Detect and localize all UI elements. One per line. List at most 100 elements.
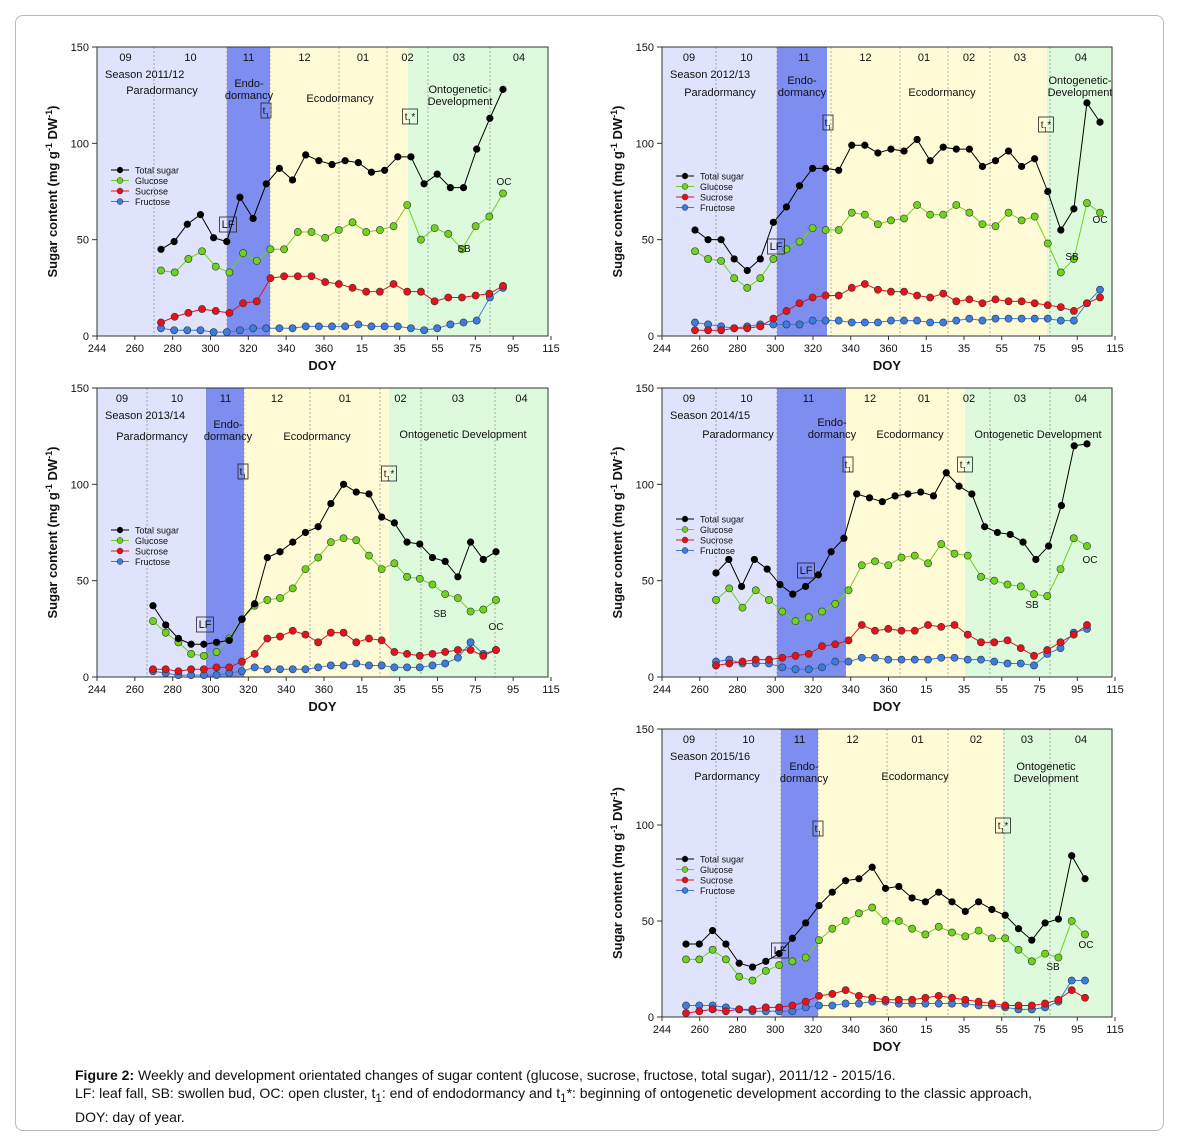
marker-sb: SB (1065, 252, 1079, 263)
data-point-fructose (965, 314, 974, 323)
chart-panel-1: 09 10 11 12 01 02 03 04ParadormancyEndo-dormanc… (44, 42, 560, 373)
caption-line-2: LF: leaf fall, SB: swollen bud, OC: open… (75, 1084, 1115, 1108)
x-tick-label: 320 (804, 343, 822, 355)
data-point-sucrose (225, 308, 234, 317)
data-point-total (978, 162, 987, 171)
data-point-glucose (708, 945, 717, 954)
data-point-total (212, 638, 221, 646)
data-point-glucose (479, 605, 488, 614)
phase-band (662, 47, 777, 336)
data-point-sucrose (841, 986, 850, 995)
data-point-total (868, 863, 876, 871)
legend-label: Total sugar (135, 166, 179, 176)
data-point-fructose (778, 663, 787, 672)
data-point-total (341, 157, 349, 165)
phase-label: Ecodormancy (283, 431, 351, 443)
data-point-sucrose (321, 278, 330, 286)
marker-sub: 1 (242, 474, 246, 481)
y-axis-title-part: -1 (609, 791, 619, 799)
data-point-fructose (991, 314, 1000, 323)
data-point-total (802, 919, 810, 927)
x-tick-label: 340 (842, 343, 860, 355)
data-point-glucose (988, 934, 996, 943)
data-point-sucrose (1096, 293, 1104, 302)
data-point-glucose (276, 594, 284, 602)
data-point-total (446, 184, 454, 192)
x-tick-label: 320 (239, 684, 257, 696)
y-tick-label: 100 (636, 479, 654, 491)
data-point-sucrose (926, 293, 935, 302)
y-tick-label: 100 (71, 138, 89, 150)
x-tick-label: 260 (691, 1024, 709, 1036)
data-point-sucrose (362, 287, 371, 296)
data-point-glucose (1030, 212, 1039, 221)
x-tick-label: 35 (394, 684, 406, 696)
data-point-sucrose (722, 1007, 730, 1016)
caption-line-1: Figure 2: Weekly and development orienta… (75, 1066, 1115, 1084)
phase-label: Paradormancy (702, 429, 774, 441)
data-point-total (948, 898, 956, 906)
marker-text: LF (800, 565, 813, 577)
data-point-glucose (695, 955, 704, 964)
marker-box (402, 108, 418, 125)
data-point-sucrose (1043, 646, 1052, 654)
data-point-glucose (717, 256, 726, 265)
season-title: Season 2011/12 (105, 69, 184, 81)
data-point-fructose (301, 322, 310, 331)
data-point-fructose (952, 316, 961, 325)
data-point-fructose (326, 661, 335, 670)
month-label: 11 (794, 734, 805, 746)
season-title: Season 2012/13 (670, 69, 750, 81)
data-point-fructose (249, 324, 257, 333)
legend-marker (116, 558, 124, 565)
y-axis-title-part: -1 (609, 825, 619, 833)
data-point-fructose (1030, 661, 1038, 670)
month-label: 12 (271, 393, 283, 405)
data-point-total (1006, 530, 1014, 539)
x-tick-label: 55 (996, 684, 1008, 696)
x-axis-title: DOY (873, 699, 902, 714)
marker-t1-star: t1* (960, 460, 971, 474)
x-tick-label: 75 (469, 343, 481, 355)
data-point-sucrose (1081, 993, 1089, 1002)
data-point-sucrose (211, 307, 220, 315)
data-point-fructose (831, 657, 840, 666)
data-point-total (695, 940, 703, 948)
legend-marker (681, 547, 689, 554)
data-point-sucrose (212, 663, 221, 672)
data-point-sucrose (743, 324, 752, 333)
data-point-total (238, 615, 246, 623)
month-label: 10 (740, 52, 752, 64)
data-point-glucose (910, 551, 919, 560)
data-point-total (900, 147, 908, 155)
data-point-sucrose (1041, 999, 1049, 1008)
data-point-total (904, 490, 912, 498)
data-point-sucrose (403, 287, 412, 296)
chart-panel-4: 09 10 11 12 01 02 03 04ParadormancyEndo-dormanc… (609, 383, 1124, 714)
data-point-sucrose (868, 993, 877, 1002)
x-tick-label: 340 (277, 684, 295, 696)
data-point-sucrose (1083, 621, 1091, 629)
data-point-total (200, 640, 208, 648)
data-point-total (961, 907, 969, 916)
data-point-total (748, 963, 757, 971)
data-point-sucrose (352, 638, 361, 647)
y-axis-title-part: DW (610, 799, 625, 825)
data-point-fructose (222, 328, 231, 337)
data-point-glucose (821, 226, 830, 234)
data-point-glucose (990, 576, 999, 585)
y-axis-title: Sugar content (mg g-1 DW-1) (44, 105, 60, 277)
data-point-fructose (183, 326, 192, 335)
data-point-total (788, 934, 797, 942)
data-point-sucrose (149, 665, 157, 674)
data-point-glucose (212, 648, 221, 656)
data-point-fructose (341, 322, 350, 331)
data-point-glucose (977, 572, 985, 581)
data-point-glucose (1001, 934, 1010, 943)
data-point-glucose (791, 617, 800, 626)
phase-label: Paradormancy (126, 85, 198, 97)
data-point-glucose (415, 574, 424, 583)
data-point-glucose (458, 245, 466, 254)
plot-frame (661, 387, 1113, 678)
data-point-glucose (321, 233, 330, 242)
